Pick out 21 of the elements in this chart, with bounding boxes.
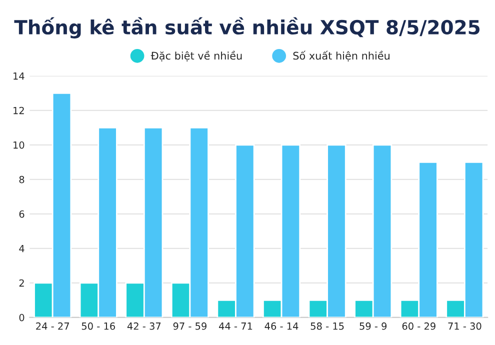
x-tick-label: 60 - 29: [402, 322, 436, 330]
y-tick-label: 4: [19, 245, 24, 252]
chart-title: Thống kê tần suất về nhiều XSQT 8/5/2025: [14, 17, 480, 38]
x-tick-label: 50 - 16: [82, 322, 115, 330]
x-tick-label: 59 - 9: [360, 322, 387, 330]
y-tick-label: 10: [14, 141, 24, 149]
x-tick-label: 42 - 37: [127, 322, 161, 330]
x-tick-label: 46 - 14: [264, 322, 298, 330]
y-tick-label: 12: [14, 106, 24, 114]
x-tick-label: 24 - 27: [36, 322, 69, 330]
legend-label: Đặc biệt về nhiều: [150, 50, 242, 62]
x-tick-label: 44 - 71: [219, 322, 252, 330]
x-tick-label: 71 - 30: [448, 322, 482, 330]
y-tick-label: 14: [14, 72, 24, 80]
x-tick-label: 97 - 59: [173, 322, 206, 330]
y-tick-label: 0: [19, 314, 24, 322]
y-tick-label: 6: [19, 210, 24, 218]
y-tick-label: 2: [19, 279, 24, 287]
legend-label: Số xuất hiện nhiều: [293, 50, 390, 62]
y-tick-label: 8: [19, 176, 24, 184]
x-tick-label: 58 - 15: [310, 322, 344, 330]
